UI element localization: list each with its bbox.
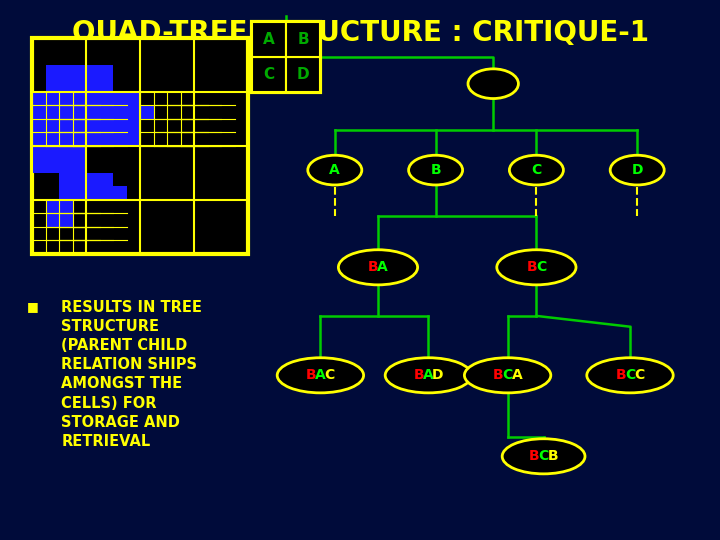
Ellipse shape (587, 357, 673, 393)
Ellipse shape (409, 155, 462, 185)
Text: C: C (536, 260, 546, 274)
Bar (113, 132, 127, 146)
Text: C: C (531, 163, 541, 177)
Ellipse shape (464, 357, 551, 393)
Bar (252, 57, 286, 92)
Text: A: A (264, 32, 275, 46)
Text: C: C (264, 67, 274, 82)
Bar (287, 22, 320, 57)
Text: RESULTS IN TREE
STRUCTURE
(PARENT CHILD
RELATION SHIPS
AMONGST THE
CELLS) FOR
ST: RESULTS IN TREE STRUCTURE (PARENT CHILD … (61, 300, 202, 449)
Text: A: A (330, 163, 340, 177)
Bar (252, 22, 320, 92)
Text: D: D (432, 368, 444, 382)
Bar (86, 173, 114, 200)
Text: C: C (634, 368, 644, 382)
Ellipse shape (277, 357, 364, 393)
Text: B: B (548, 449, 558, 463)
Ellipse shape (308, 155, 362, 185)
Bar (32, 146, 86, 173)
Text: B: B (431, 163, 441, 177)
Text: B: B (493, 368, 503, 382)
Text: D: D (297, 67, 310, 82)
Text: B: B (297, 32, 309, 46)
Bar (287, 57, 320, 92)
Ellipse shape (503, 438, 585, 474)
Text: B: B (529, 449, 539, 463)
Ellipse shape (338, 249, 418, 285)
Ellipse shape (468, 69, 518, 98)
Text: A: A (423, 368, 433, 382)
Ellipse shape (385, 357, 472, 393)
Bar (46, 65, 73, 92)
Text: QUAD-TREE STRUCTURE : CRITIQUE-1: QUAD-TREE STRUCTURE : CRITIQUE-1 (71, 19, 649, 47)
Text: D: D (631, 163, 643, 177)
Bar (32, 38, 248, 254)
Bar (59, 173, 86, 200)
Text: B: B (616, 368, 626, 382)
Text: B: B (526, 260, 537, 274)
Bar (252, 22, 286, 57)
Bar (46, 200, 73, 227)
Bar (113, 186, 127, 200)
Bar (100, 65, 113, 92)
Text: A: A (512, 368, 522, 382)
Text: A: A (377, 260, 388, 274)
Text: B: B (414, 368, 424, 382)
Ellipse shape (611, 155, 665, 185)
Text: ■: ■ (27, 300, 38, 313)
Bar (32, 92, 86, 146)
Ellipse shape (497, 249, 576, 285)
Text: C: C (539, 449, 549, 463)
Bar (73, 65, 100, 92)
Text: B: B (306, 368, 316, 382)
Ellipse shape (510, 155, 563, 185)
Text: C: C (625, 368, 635, 382)
Bar (86, 92, 140, 146)
Text: B: B (368, 260, 379, 274)
Bar (140, 105, 154, 119)
Text: C: C (503, 368, 513, 382)
Text: C: C (325, 368, 335, 382)
Text: A: A (315, 368, 325, 382)
